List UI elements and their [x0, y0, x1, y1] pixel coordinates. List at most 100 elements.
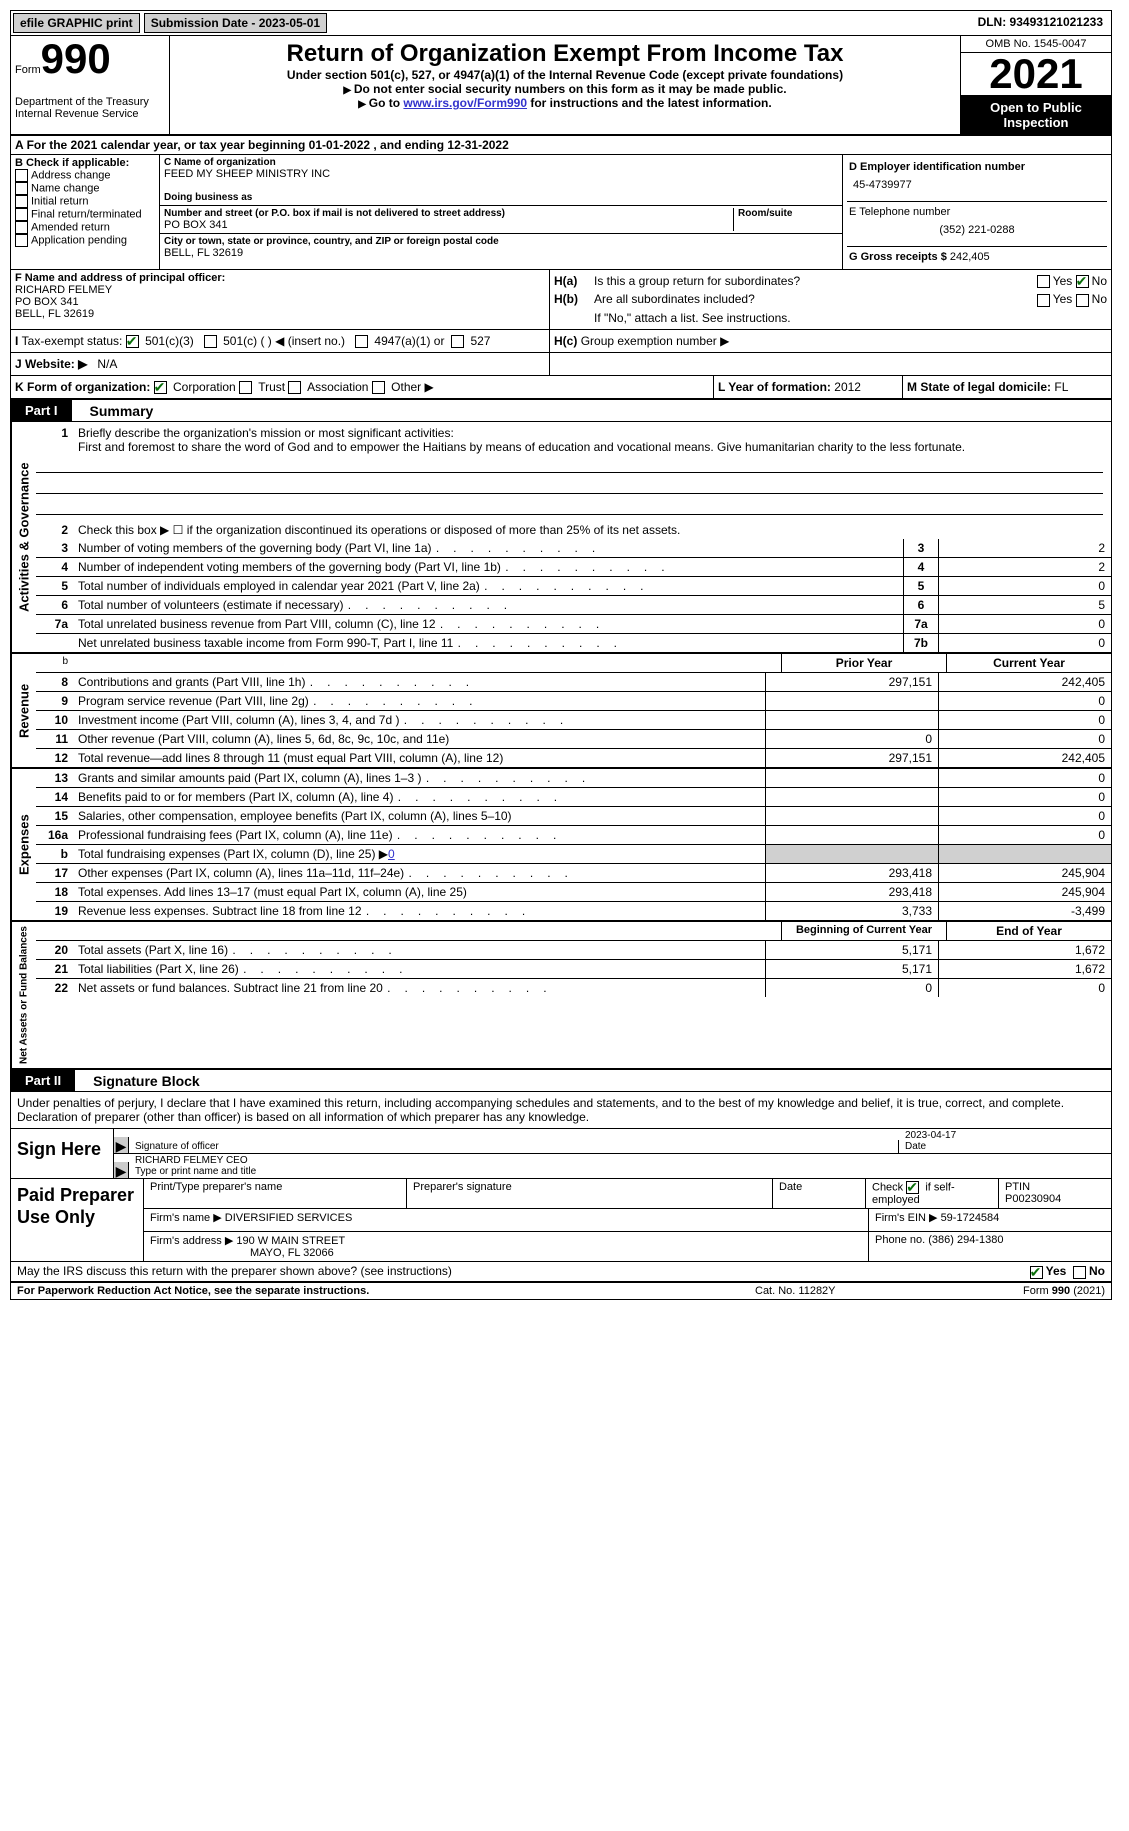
discuss-row: May the IRS discuss this return with the…: [11, 1262, 1111, 1281]
gov-lines: 1 Briefly describe the organization's mi…: [36, 422, 1111, 652]
discuss-no-checkbox[interactable]: [1073, 1266, 1086, 1279]
i-501c3-checkbox[interactable]: [126, 335, 139, 348]
hc-label: H(c): [554, 334, 577, 348]
checkbox-app-pending[interactable]: [15, 234, 28, 247]
ha-row: H(a) Is this a group return for subordin…: [554, 272, 1107, 290]
l9-current: 0: [938, 692, 1111, 710]
line-16b: bTotal fundraising expenses (Part IX, co…: [36, 845, 1111, 864]
line-9: 9Program service revenue (Part VIII, lin…: [36, 692, 1111, 711]
prep-ptin-cell: PTIN P00230904: [999, 1179, 1111, 1208]
c-street-label: Number and street (or P.O. box if mail i…: [164, 208, 729, 219]
dept-treasury: Department of the Treasury: [15, 96, 165, 108]
ha-yes-checkbox[interactable]: [1037, 275, 1050, 288]
checkbox-name-change[interactable]: [15, 182, 28, 195]
ha-no-checkbox[interactable]: [1076, 275, 1089, 288]
l16b-link[interactable]: 0: [388, 847, 395, 861]
prep-date-label: Date: [773, 1179, 866, 1208]
officer-addr1: PO BOX 341: [15, 296, 545, 308]
b-opt-initial: Initial return: [15, 195, 155, 208]
hb-label: H(b): [554, 292, 594, 306]
l13-prior: [765, 769, 938, 787]
c-name-label: C Name of organization: [164, 157, 838, 168]
sig-officer-label: Signature of officer: [129, 1140, 899, 1153]
mission-line1: [36, 456, 1103, 473]
l11-prior: 0: [765, 730, 938, 748]
j-website: J Website: ▶ N/A: [11, 353, 550, 375]
k-other-checkbox[interactable]: [372, 381, 385, 394]
l19-prior: 3,733: [765, 902, 938, 920]
l14-current: 0: [938, 788, 1111, 806]
col-m: M State of legal domicile: FL: [903, 376, 1111, 398]
val-7b: 0: [938, 634, 1111, 652]
val-7a: 0: [938, 615, 1111, 633]
efile-print-button[interactable]: efile GRAPHIC print: [13, 13, 140, 33]
checkbox-address-change[interactable]: [15, 169, 28, 182]
sig-type-label: Type or print name and title: [135, 1166, 1105, 1177]
sig-date-value: 2023-04-17: [905, 1130, 1105, 1141]
current-year-header: Current Year: [946, 654, 1111, 672]
b-opt-name: Name change: [15, 182, 155, 195]
prep-line-1: Print/Type preparer's name Preparer's si…: [144, 1179, 1111, 1209]
col-l: L Year of formation: 2012: [714, 376, 903, 398]
val-4: 2: [938, 558, 1111, 576]
sign-here-label: Sign Here: [11, 1129, 114, 1178]
h-note-row: If "No," attach a list. See instructions…: [554, 309, 1107, 327]
sig-officer-line: ▶ Signature of officer 2023-04-17 Date: [114, 1129, 1111, 1154]
line-20: 20Total assets (Part X, line 16) 5,1711,…: [36, 941, 1111, 960]
irs-link[interactable]: www.irs.gov/Form990: [403, 96, 527, 110]
l20-begin: 5,171: [765, 941, 938, 959]
k-assoc-checkbox[interactable]: [288, 381, 301, 394]
discuss-yes-checkbox[interactable]: [1030, 1266, 1043, 1279]
exp-lines: 13Grants and similar amounts paid (Part …: [36, 769, 1111, 920]
checkbox-amended-return[interactable]: [15, 221, 28, 234]
hb-no-checkbox[interactable]: [1076, 294, 1089, 307]
b-opt-amended: Amended return: [15, 221, 155, 234]
part2-header: Part II Signature Block: [11, 1070, 1111, 1092]
l15-prior: [765, 807, 938, 825]
i-501c-checkbox[interactable]: [204, 335, 217, 348]
hb-yes-checkbox[interactable]: [1037, 294, 1050, 307]
section-c: C Name of organization FEED MY SHEEP MIN…: [160, 155, 843, 269]
state-domicile: FL: [1054, 380, 1068, 394]
form-footer: For Paperwork Reduction Act Notice, see …: [11, 1282, 1111, 1299]
d-phone-label: E Telephone number: [849, 206, 1105, 218]
l10-current: 0: [938, 711, 1111, 729]
checkbox-initial-return[interactable]: [15, 195, 28, 208]
i-4947-checkbox[interactable]: [355, 335, 368, 348]
l8-current: 242,405: [938, 673, 1111, 691]
hb-row: H(b) Are all subordinates included? Yes …: [554, 290, 1107, 308]
sign-here-row: Sign Here ▶ Signature of officer 2023-04…: [11, 1129, 1111, 1179]
line-16a: 16aProfessional fundraising fees (Part I…: [36, 826, 1111, 845]
i-527-checkbox[interactable]: [451, 335, 464, 348]
firm-ein-cell: Firm's EIN ▶ 59-1724584: [869, 1209, 1111, 1231]
b-opt-address: Address change: [15, 169, 155, 182]
line-5: 5Total number of individuals employed in…: [36, 577, 1111, 596]
ptin-label: PTIN: [1005, 1181, 1105, 1193]
checkbox-final-return[interactable]: [15, 208, 28, 221]
k-corp-checkbox[interactable]: [154, 381, 167, 394]
l22-begin: 0: [765, 979, 938, 997]
l12-current: 242,405: [938, 749, 1111, 767]
rev-lines: b Prior Year Current Year 8Contributions…: [36, 654, 1111, 767]
line-8: 8Contributions and grants (Part VIII, li…: [36, 673, 1111, 692]
l16b-prior: [765, 845, 938, 863]
l13-current: 0: [938, 769, 1111, 787]
officer-name: RICHARD FELMEY: [15, 284, 545, 296]
firm-phone-cell: Phone no. (386) 294-1380: [869, 1232, 1111, 1261]
c-city-label: City or town, state or province, country…: [164, 236, 838, 247]
net-lines: Beginning of Current Year End of Year 20…: [36, 922, 1111, 1068]
self-employed-checkbox[interactable]: [906, 1181, 919, 1194]
part1-tab: Part I: [11, 400, 72, 421]
l17-current: 245,904: [938, 864, 1111, 882]
row-a-tax-year: A For the 2021 calendar year, or tax yea…: [11, 136, 1111, 155]
form-990-number: 990: [41, 35, 111, 82]
preparer-fields: Print/Type preparer's name Preparer's si…: [144, 1179, 1111, 1261]
l12-prior: 297,151: [765, 749, 938, 767]
sig-name-value: RICHARD FELMEY CEO: [135, 1155, 1105, 1166]
l16a-prior: [765, 826, 938, 844]
line-11: 11Other revenue (Part VIII, column (A), …: [36, 730, 1111, 749]
l21-begin: 5,171: [765, 960, 938, 978]
row-j: J Website: ▶ N/A: [11, 353, 1111, 376]
row-i: I Tax-exempt status: 501(c)(3) 501(c) ( …: [11, 330, 1111, 353]
k-trust-checkbox[interactable]: [239, 381, 252, 394]
